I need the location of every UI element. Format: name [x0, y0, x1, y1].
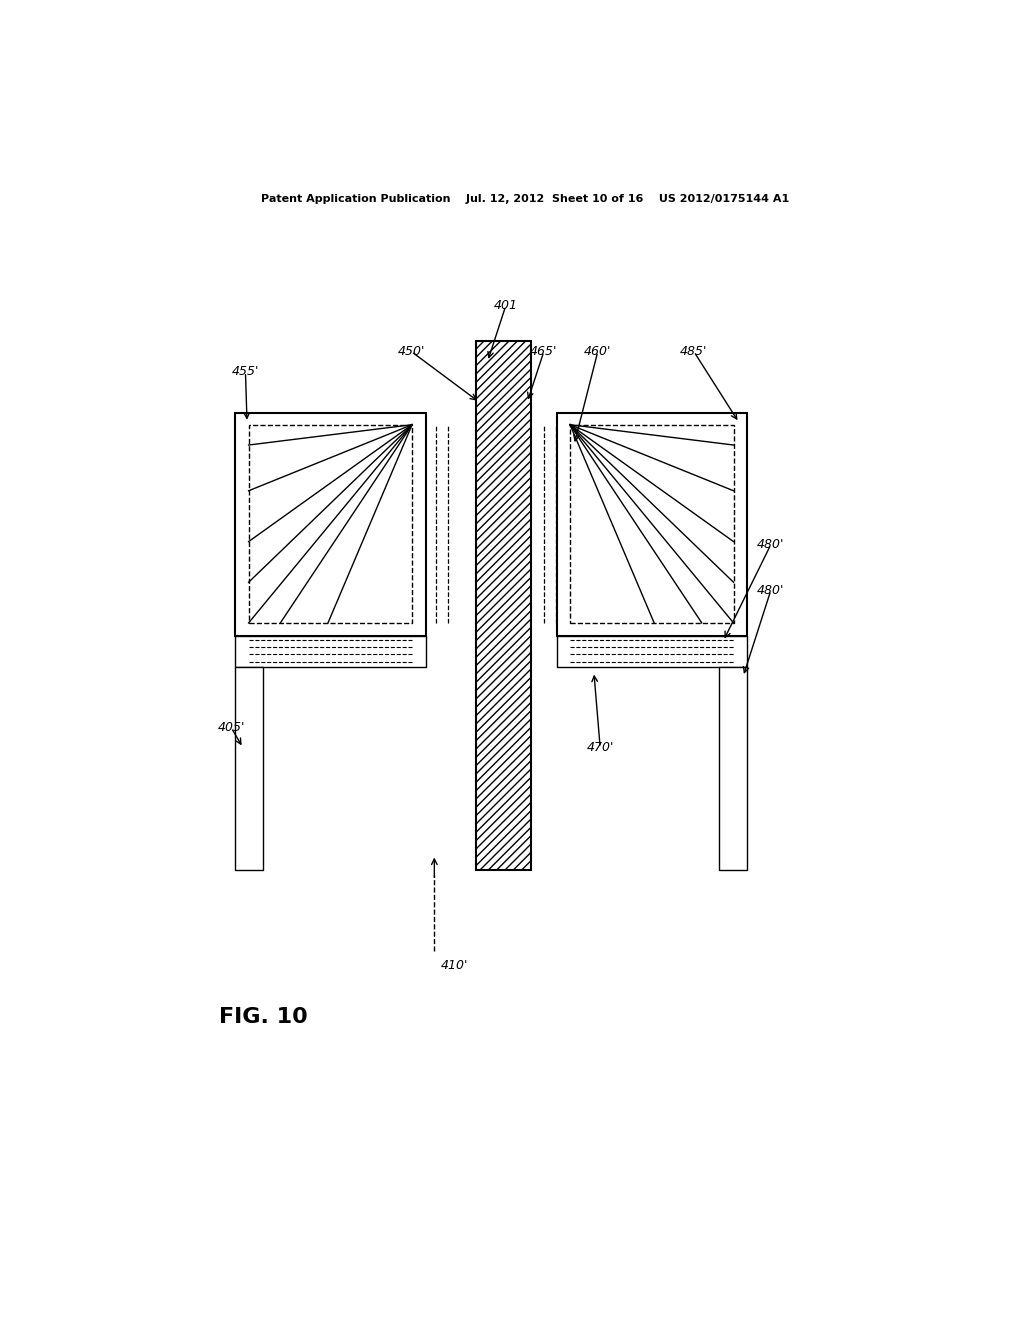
Text: 460': 460': [584, 345, 611, 358]
Bar: [236, 636, 426, 667]
Text: 410': 410': [440, 960, 468, 973]
Text: FIG. 10: FIG. 10: [219, 1007, 308, 1027]
Bar: [557, 636, 748, 667]
Text: Patent Application Publication    Jul. 12, 2012  Sheet 10 of 16    US 2012/01751: Patent Application Publication Jul. 12, …: [261, 194, 788, 205]
Text: 450': 450': [397, 345, 425, 358]
Text: 405': 405': [217, 721, 245, 734]
Bar: [719, 667, 748, 870]
Text: 455': 455': [231, 366, 259, 379]
Bar: [236, 412, 426, 636]
Bar: [557, 412, 748, 636]
Bar: [475, 342, 531, 870]
Text: 470': 470': [587, 742, 613, 755]
Text: 480': 480': [757, 583, 784, 597]
Text: 485': 485': [680, 345, 708, 358]
Text: 401: 401: [494, 300, 518, 313]
Bar: [475, 342, 531, 870]
Text: 480': 480': [757, 539, 784, 552]
Bar: [570, 425, 733, 623]
Bar: [236, 667, 263, 870]
Text: 465': 465': [530, 345, 557, 358]
Bar: [249, 425, 412, 623]
